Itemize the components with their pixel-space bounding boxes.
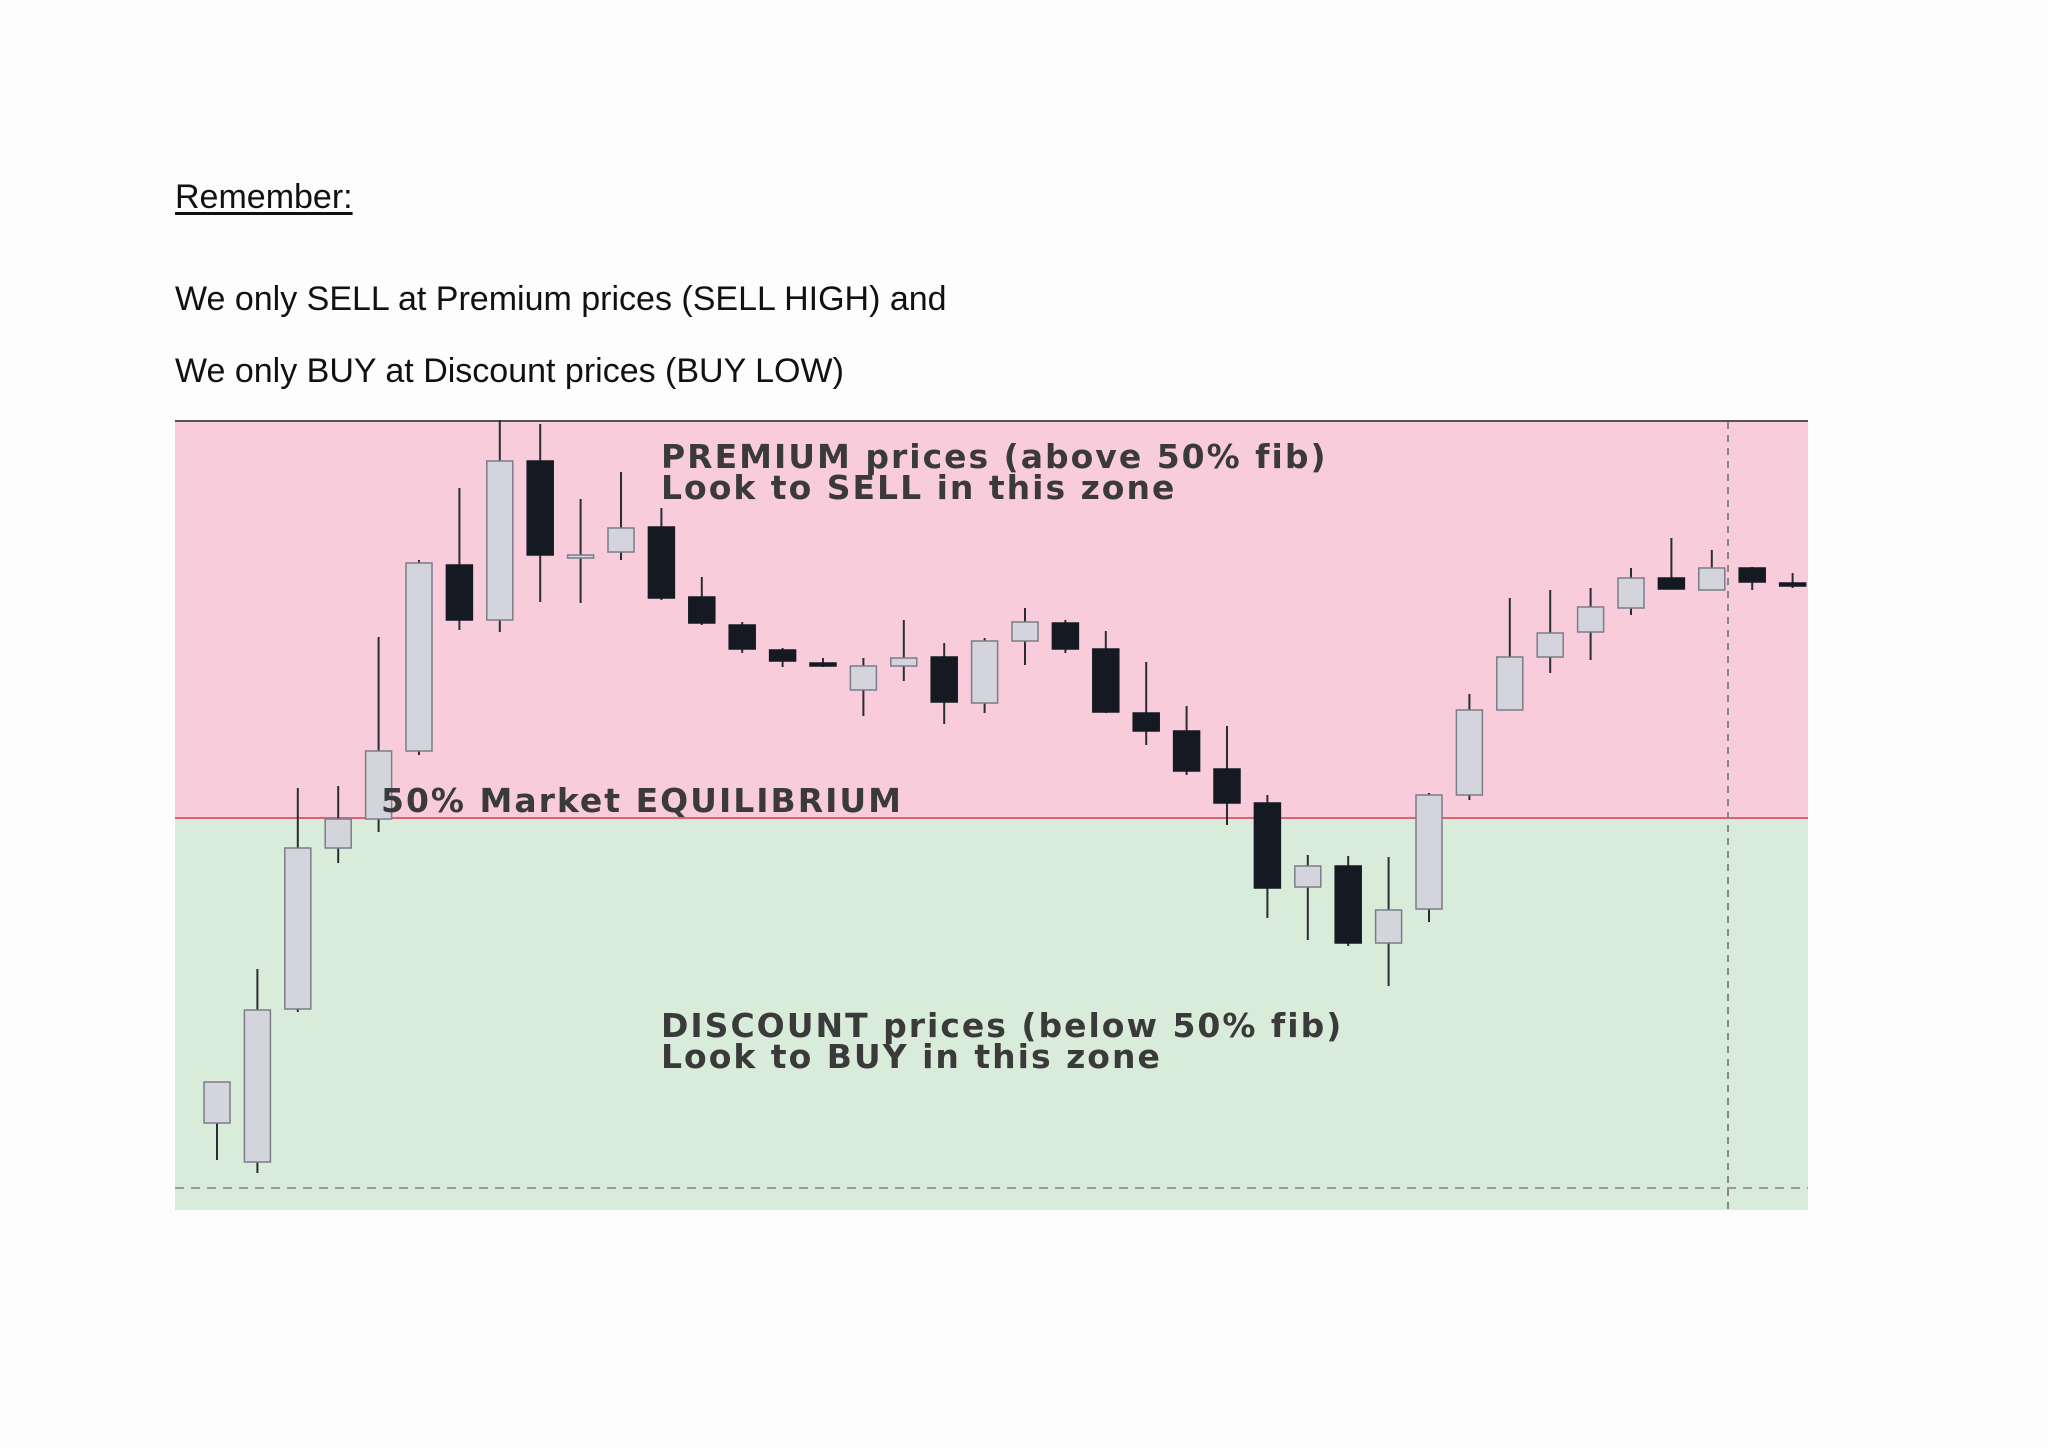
equilibrium-label: 50% Market EQUILIBRIUM — [381, 781, 903, 820]
candle-body — [1415, 794, 1443, 910]
candle-body — [203, 1081, 231, 1124]
candle — [1011, 608, 1039, 665]
candle-body — [607, 527, 635, 553]
candle — [1738, 567, 1766, 590]
candle-body — [1698, 567, 1726, 591]
candle-body — [1576, 606, 1605, 633]
discount-label-line2: Look to BUY in this zone — [661, 1037, 1162, 1076]
candle-body — [1496, 656, 1524, 711]
candle-body — [1738, 567, 1766, 583]
candlestick-chart: PREMIUM prices (above 50% fib) Look to S… — [175, 420, 1808, 1210]
candle — [1536, 590, 1564, 673]
candle-body — [1455, 709, 1484, 796]
candle-body — [1778, 582, 1807, 587]
candle-body — [849, 665, 878, 691]
candle-body — [1253, 802, 1282, 889]
candle-body — [1172, 730, 1201, 772]
candle-body — [970, 640, 999, 704]
candle — [1778, 573, 1807, 588]
candle-body — [1334, 865, 1362, 944]
candle-body — [647, 526, 676, 599]
candle-body — [890, 657, 918, 667]
candle — [1415, 793, 1443, 922]
candle-body — [364, 750, 393, 820]
candle-body — [284, 847, 312, 1010]
discount-label-line1: DISCOUNT prices (below 50% fib) — [661, 1006, 1343, 1045]
candle — [364, 637, 393, 832]
candles — [203, 420, 1807, 1173]
candle — [1698, 550, 1726, 591]
candle — [405, 560, 433, 755]
premium-label-line1: PREMIUM prices (above 50% fib) — [661, 437, 1328, 476]
candle-body — [1051, 622, 1080, 650]
sell-rule-text: We only SELL at Premium prices (SELL HIG… — [175, 280, 947, 318]
candle — [203, 1081, 231, 1160]
candle-body — [243, 1009, 272, 1163]
candle — [1213, 726, 1241, 825]
candle — [284, 788, 312, 1012]
candle — [1576, 588, 1605, 660]
candle — [849, 658, 878, 716]
candle-body — [324, 818, 352, 849]
candle — [1253, 795, 1282, 918]
candle-body — [486, 460, 514, 621]
candle — [486, 420, 514, 632]
candle — [526, 424, 554, 602]
candle-body — [1011, 621, 1039, 642]
candle-body — [768, 649, 797, 662]
candle-body — [445, 564, 474, 621]
candle-body — [1092, 648, 1120, 713]
candle — [607, 472, 635, 560]
candle-body — [1657, 577, 1686, 590]
premium-discount-chart-image: PREMIUM prices (above 50% fib) Look to S… — [175, 420, 1808, 1210]
candle — [445, 488, 474, 630]
candle-body — [566, 554, 595, 559]
candle — [1172, 706, 1201, 775]
candle — [647, 508, 676, 600]
candle-body — [728, 624, 756, 650]
candle — [1657, 538, 1686, 590]
candle-body — [1132, 712, 1160, 732]
candle — [1334, 856, 1362, 946]
candle-body — [1213, 768, 1241, 804]
candle-body — [809, 662, 837, 667]
candle — [1294, 855, 1322, 940]
candle — [728, 622, 756, 653]
candle — [768, 648, 797, 667]
premium-label-line2: Look to SELL in this zone — [661, 468, 1176, 507]
candle — [1496, 598, 1524, 711]
candle — [243, 969, 272, 1173]
candle — [1617, 568, 1645, 615]
candle — [1374, 857, 1403, 986]
candle-body — [688, 596, 716, 624]
candle-body — [1617, 577, 1645, 609]
candle — [970, 638, 999, 713]
candle-body — [526, 460, 554, 556]
buy-rule-text: We only BUY at Discount prices (BUY LOW) — [175, 352, 844, 390]
candle-body — [405, 562, 433, 752]
candle — [890, 620, 918, 681]
candle — [1092, 631, 1120, 713]
candle-body — [1374, 909, 1403, 944]
candle — [1051, 620, 1080, 653]
candle-body — [1536, 632, 1564, 658]
candle-body — [930, 656, 958, 703]
heading: Remember: — [175, 178, 353, 216]
candle — [1455, 694, 1484, 800]
candle-body — [1294, 865, 1322, 888]
candle — [930, 643, 958, 724]
candle — [1132, 662, 1160, 745]
candle — [324, 786, 352, 863]
candle — [688, 577, 716, 625]
candle — [566, 499, 595, 603]
candle — [809, 658, 837, 667]
discount-zone — [175, 818, 1808, 1210]
